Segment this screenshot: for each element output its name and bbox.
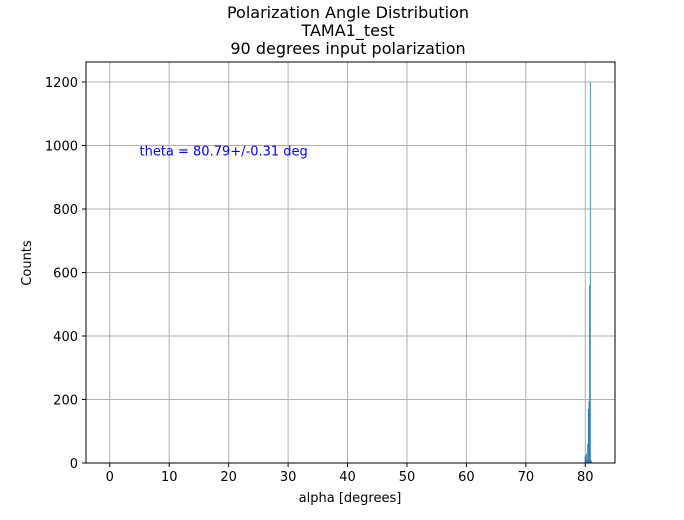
histogram-bar (585, 455, 587, 463)
histogram-bar (585, 453, 587, 463)
x-axis-ticks: 0 10 20 30 40 50 60 70 80 (106, 463, 594, 485)
x-tick-label: 80 (577, 470, 594, 485)
y-tick-label: 1200 (45, 76, 78, 91)
y-tick-label: 0 (70, 457, 78, 472)
y-axis-label: Counts (20, 240, 35, 286)
plot-area-frame (85, 61, 616, 464)
grid-lines (86, 62, 615, 464)
chart-title-line-1: Polarization Angle Distribution (227, 3, 469, 22)
histogram-bar (584, 456, 586, 463)
chart-title-line-3: 90 degrees input polarization (230, 39, 465, 58)
histogram-bar (588, 401, 590, 463)
x-tick-label: 20 (220, 470, 237, 485)
x-tick-label: 70 (518, 470, 535, 485)
x-tick-label: 0 (106, 470, 114, 485)
x-tick-label: 60 (458, 470, 475, 485)
y-tick-label: 1000 (45, 140, 78, 155)
fit-result-annotation: theta = 80.79+/-0.31 deg (139, 145, 307, 160)
x-tick-label: 10 (161, 470, 178, 485)
x-tick-label: 30 (280, 470, 297, 485)
histogram-bar (591, 461, 592, 463)
histogram-bar (586, 459, 588, 463)
histogram-bar (587, 409, 589, 463)
histogram-bars (584, 82, 592, 463)
x-tick-label: 50 (399, 470, 416, 485)
histogram-bar (587, 443, 589, 463)
histogram-bar (589, 82, 591, 463)
histogram-bar (590, 459, 592, 463)
y-tick-label: 800 (53, 203, 78, 218)
histogram-bar (589, 285, 591, 463)
y-tick-label: 200 (53, 394, 78, 409)
y-tick-label: 400 (53, 330, 78, 345)
x-tick-label: 40 (339, 470, 356, 485)
y-axis-ticks: 0 200 400 600 800 1000 1200 (45, 76, 86, 472)
y-tick-label: 600 (53, 267, 78, 282)
x-axis-label: alpha [degrees] (299, 491, 402, 506)
chart-title-line-2: TAMA1_test (300, 21, 394, 41)
